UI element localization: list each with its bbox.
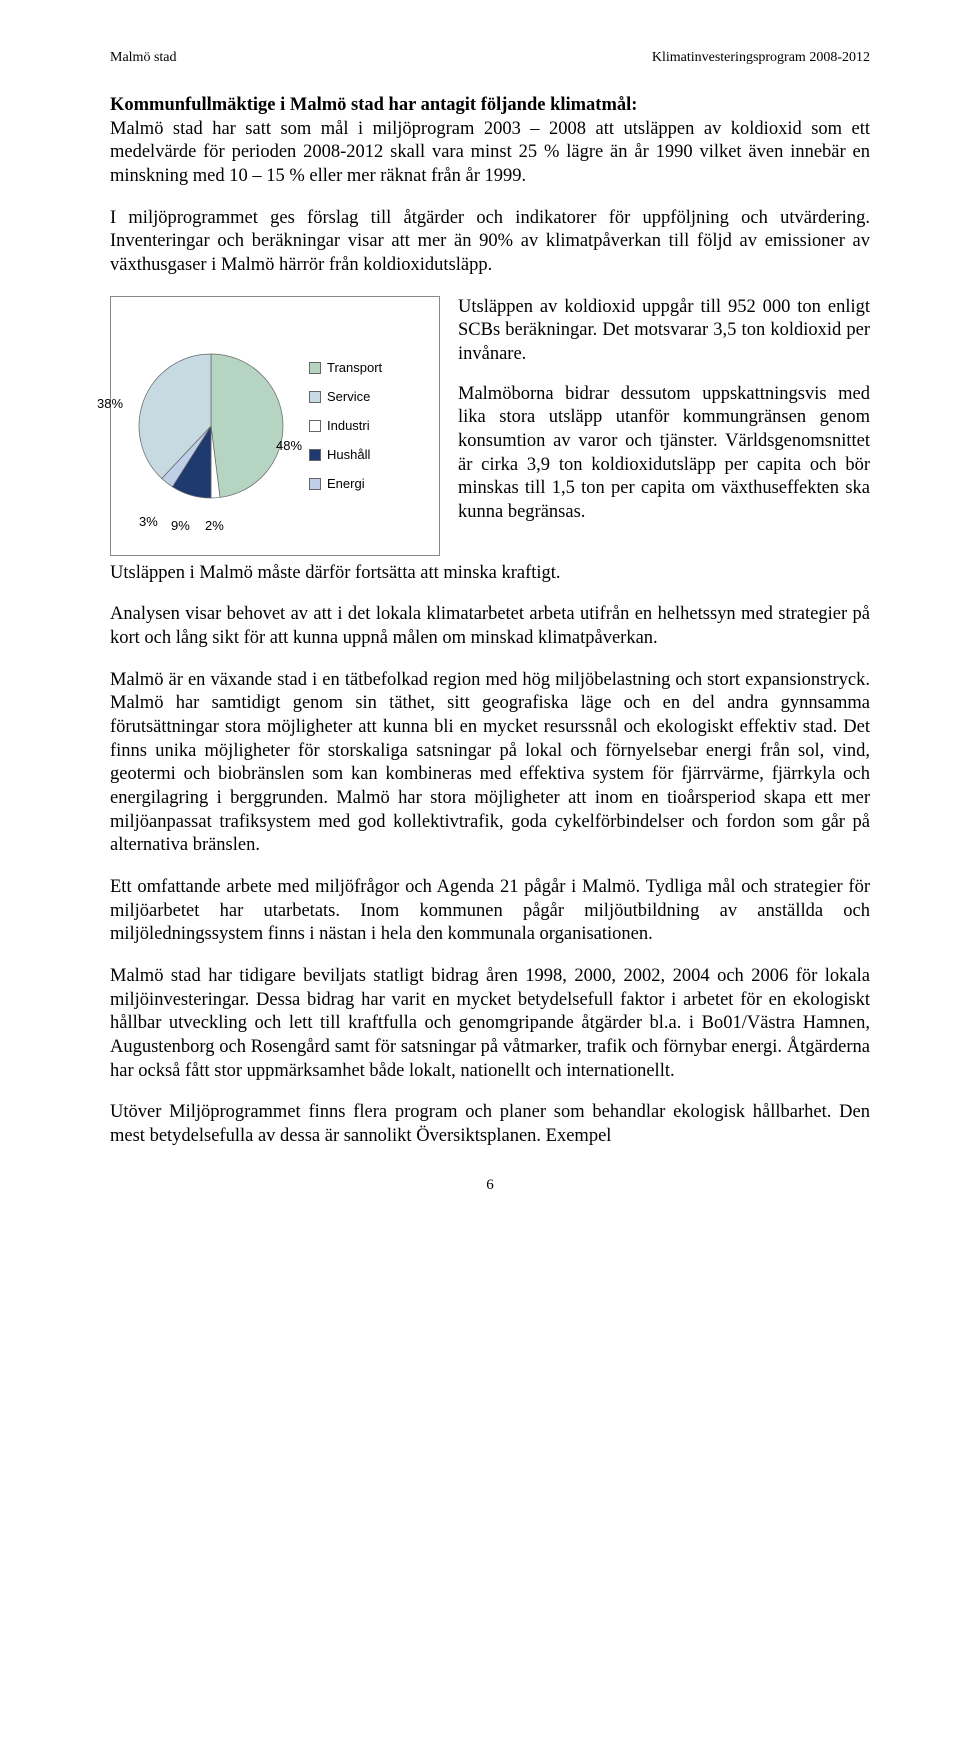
chart-text-row: 38% 3% 9% 2% 48% Transport Service Indus… [110,296,870,556]
pie-label-48: 48% [276,438,302,453]
legend-item: Service [309,389,382,404]
pie-chart: 38% 3% 9% 2% 48% Transport Service Indus… [110,296,440,556]
right-text-1: Utsläppen av koldioxid uppgår till 952 0… [458,296,870,367]
header-right: Klimatinvesteringsprogram 2008-2012 [652,50,870,66]
paragraph-7: Utöver Miljöprogrammet finns flera progr… [110,1101,870,1148]
right-text-2: Malmöborna bidrar dessutom uppskattnings… [458,383,870,525]
legend-label: Industri [327,418,370,433]
intro-rest: Malmö stad har satt som mål i miljöprogr… [110,119,870,186]
swatch-icon [309,391,321,403]
after-chart-line: Utsläppen i Malmö måste därför fortsätta… [110,562,870,586]
paragraph-6: Malmö stad har tidigare beviljats statli… [110,965,870,1083]
paragraph-4: Malmö är en växande stad i en tätbefolka… [110,669,870,858]
pie-label-2: 2% [205,518,224,533]
pie-label-3: 3% [139,514,158,529]
pie-svg [121,336,301,516]
legend-label: Hushåll [327,447,370,462]
pie-label-38: 38% [97,396,123,411]
swatch-icon [309,478,321,490]
paragraph-2: I miljöprogrammet ges förslag till åtgär… [110,207,870,278]
swatch-icon [309,362,321,374]
intro-bold: Kommunfullmäktige i Malmö stad har antag… [110,95,637,115]
page-number: 6 [110,1177,870,1194]
legend-label: Service [327,389,370,404]
right-column: Utsläppen av koldioxid uppgår till 952 0… [458,296,870,556]
legend-item: Industri [309,418,382,433]
legend-label: Energi [327,476,365,491]
swatch-icon [309,449,321,461]
paragraph-5: Ett omfattande arbete med miljöfrågor oc… [110,876,870,947]
pie-label-9: 9% [171,518,190,533]
legend-item: Hushåll [309,447,382,462]
paragraph-3: Analysen visar behovet av att i det loka… [110,603,870,650]
legend-item: Transport [309,360,382,375]
header-left: Malmö stad [110,50,177,66]
legend-item: Energi [309,476,382,491]
chart-legend: Transport Service Industri Hushåll Energ… [309,360,382,491]
pie-wrap: 38% 3% 9% 2% 48% [121,336,301,516]
page-header: Malmö stad Klimatinvesteringsprogram 200… [110,50,870,66]
swatch-icon [309,420,321,432]
legend-label: Transport [327,360,382,375]
intro-paragraph: Kommunfullmäktige i Malmö stad har antag… [110,94,870,189]
